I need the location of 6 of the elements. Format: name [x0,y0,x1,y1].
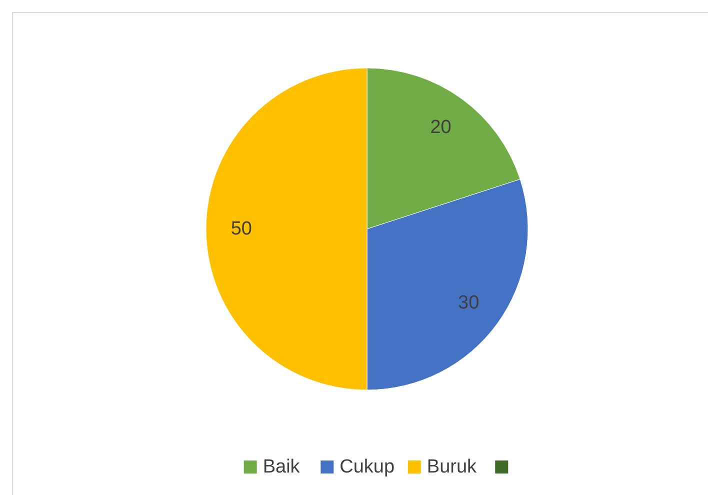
data-label: 30 [458,292,480,314]
legend-label: Cukup [340,456,395,478]
legend-label: Baik [262,456,300,478]
data-label: 20 [430,116,452,138]
legend-label: Buruk [426,456,478,478]
data-label: 50 [230,218,252,240]
